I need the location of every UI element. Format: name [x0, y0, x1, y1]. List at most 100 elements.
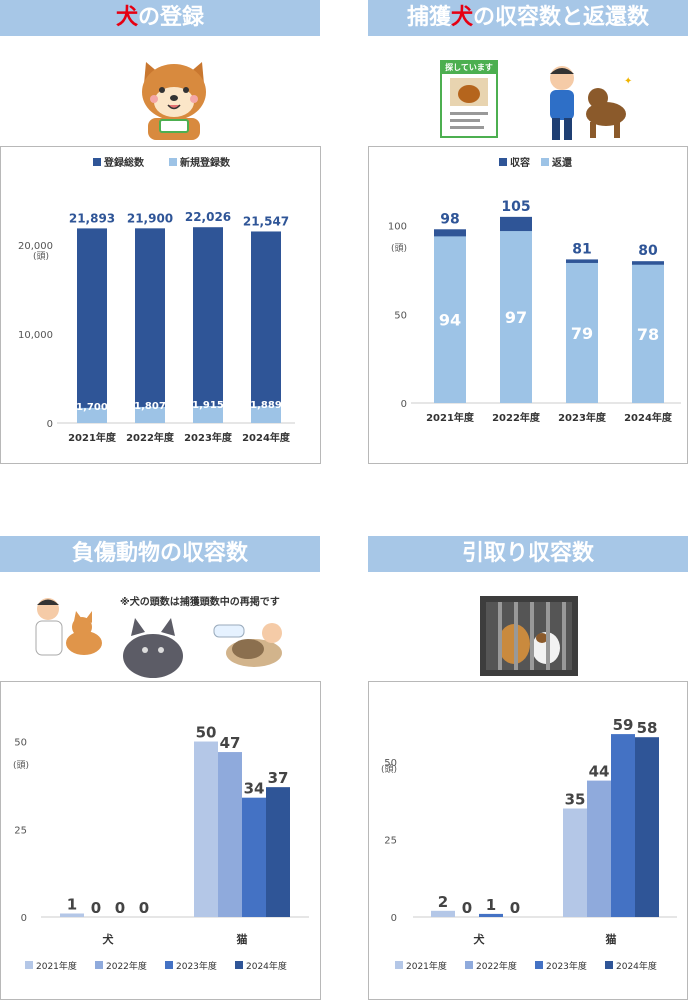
- bar-2023年度: [242, 797, 266, 917]
- owner-reunion-illustration: ✦: [550, 66, 632, 140]
- data-label-2023年度: 59: [613, 716, 634, 734]
- legend-label: 返還: [552, 156, 573, 169]
- data-label-2022年度: 0: [91, 899, 101, 917]
- x-category-label: 2023年度: [558, 411, 607, 424]
- bar-登録総数: [135, 228, 165, 423]
- bar-返還: [632, 264, 664, 403]
- legend-label: 2021年度: [406, 960, 447, 972]
- x-category-label: 2022年度: [492, 411, 541, 424]
- data-label-収容: 105: [501, 199, 530, 215]
- y-unit-label: (頭): [381, 764, 397, 775]
- data-label-返還: 79: [571, 324, 593, 343]
- intake-chart: 50 25 0 (頭) 2 0 1 0 犬 35 44 59 58 猫 2021年度 2022年度 2023年度…: [368, 681, 688, 1000]
- y-tick-label: 0: [21, 913, 27, 924]
- x-category-label: 2021年度: [426, 411, 475, 424]
- section-title-registration: 犬の登録: [0, 0, 320, 36]
- data-label-登録総数: 22,026: [185, 210, 231, 224]
- x-category-label: 2021年度: [68, 431, 117, 444]
- bar-2021年度: [431, 910, 455, 917]
- bar-登録総数: [251, 231, 281, 423]
- y-tick-label: 0: [47, 419, 53, 430]
- data-label-新規登録数: 1,700: [76, 402, 108, 413]
- data-label-2022年度: 0: [462, 899, 472, 917]
- bar-2021年度: [60, 913, 84, 917]
- y-tick-label: 10,000: [18, 330, 53, 341]
- data-label-2023年度: 1: [486, 896, 496, 914]
- shiba-dog-illustration: [142, 62, 206, 140]
- legend-label: 2021年度: [36, 960, 77, 972]
- data-label-登録総数: 21,547: [243, 214, 289, 228]
- bar-2021年度: [194, 741, 218, 917]
- svg-text:✦: ✦: [624, 76, 632, 87]
- data-label-2021年度: 35: [565, 791, 586, 809]
- bar-返還: [500, 231, 532, 403]
- y-tick-label: 25: [384, 836, 397, 847]
- x-category-label: 2022年度: [126, 431, 175, 444]
- data-label-2024年度: 0: [510, 899, 520, 917]
- data-label-2024年度: 0: [139, 899, 149, 917]
- y-tick-label: 50: [394, 310, 407, 321]
- legend-label: 新規登録数: [180, 156, 231, 169]
- legend-swatch: [541, 158, 549, 166]
- x-category-label: 猫: [237, 932, 248, 946]
- legend-swatch: [165, 961, 173, 969]
- poster-heading: 探しています: [442, 62, 496, 74]
- legend-label: 2022年度: [106, 960, 147, 972]
- y-unit-label: (頭): [33, 251, 49, 262]
- section-title-capture: 捕獲犬の収容数と返還数: [368, 0, 688, 36]
- y-tick-label: 20,000: [18, 241, 53, 252]
- data-label-返還: 97: [505, 308, 527, 327]
- legend-swatch: [535, 961, 543, 969]
- legend-swatch: [93, 158, 101, 166]
- legend-label: 2023年度: [176, 960, 217, 972]
- bar-2024年度: [266, 787, 290, 917]
- data-label-登録総数: 21,893: [69, 211, 115, 225]
- data-label-2022年度: 44: [589, 763, 610, 781]
- legend-swatch: [235, 961, 243, 969]
- bar-登録総数: [77, 228, 107, 423]
- data-label-新規登録数: 1,915: [192, 400, 224, 411]
- kitten-feeding-illustration: [213, 623, 282, 667]
- bar-返還: [434, 236, 466, 403]
- y-tick-label: 0: [391, 913, 397, 924]
- data-label-2023年度: 0: [115, 899, 125, 917]
- data-label-2021年度: 50: [196, 724, 217, 742]
- data-label-2024年度: 37: [268, 769, 289, 787]
- data-label-収容: 80: [638, 243, 658, 259]
- bar-2022年度: [218, 752, 242, 917]
- dog-photo-icon: [450, 78, 488, 129]
- bar-新規登録数: [251, 406, 281, 423]
- legend-label: 2024年度: [616, 960, 657, 972]
- data-label-2023年度: 34: [244, 780, 265, 798]
- bar-新規登録数: [193, 405, 223, 423]
- bar-新規登録数: [77, 407, 107, 423]
- capture-chart: 収容 返還 100 50 0 (頭) 98 94 2021年度 105 97 2022年度 81 79 20…: [368, 146, 688, 464]
- y-unit-label: (頭): [391, 243, 407, 254]
- data-label-返還: 78: [637, 325, 659, 344]
- data-label-2021年度: 2: [438, 893, 448, 911]
- legend-label: 2023年度: [546, 960, 587, 972]
- x-category-label: 犬: [103, 932, 115, 946]
- data-label-2024年度: 58: [637, 719, 658, 737]
- section-title-injured: 負傷動物の収容数: [0, 536, 320, 572]
- y-unit-label: (頭): [13, 760, 29, 771]
- y-tick-label: 25: [14, 825, 27, 836]
- bar-2022年度: [587, 780, 611, 917]
- bar-2023年度: [479, 913, 503, 917]
- legend-label: 登録総数: [103, 156, 145, 169]
- data-label-2021年度: 1: [67, 895, 77, 913]
- registration-chart: 登録総数 新規登録数 20,000 10,000 0 (頭) 21,893 1,700 2021…: [0, 146, 321, 464]
- injured-chart: 50 25 0 (頭) 1 0 0 0 犬 50 47 34 37 猫 2021年度 2022年度 2023年度…: [0, 681, 321, 1000]
- data-label-新規登録数: 1,889: [250, 400, 282, 411]
- legend-swatch: [169, 158, 177, 166]
- registration-chart-svg: 登録総数 新規登録数 20,000 10,000 0 (頭) 21,893 1,700 2021…: [18, 156, 295, 444]
- bar-返還: [566, 262, 598, 403]
- bar-2023年度: [611, 734, 635, 917]
- recount-note: ※犬の頭数は捕獲頭数中の再掲です: [120, 597, 280, 608]
- bar-2021年度: [563, 808, 587, 917]
- stray-cat-illustration: [123, 618, 183, 678]
- bar-登録総数: [193, 227, 223, 423]
- legend-label: 2024年度: [246, 960, 287, 972]
- y-tick-label: 50: [14, 738, 27, 749]
